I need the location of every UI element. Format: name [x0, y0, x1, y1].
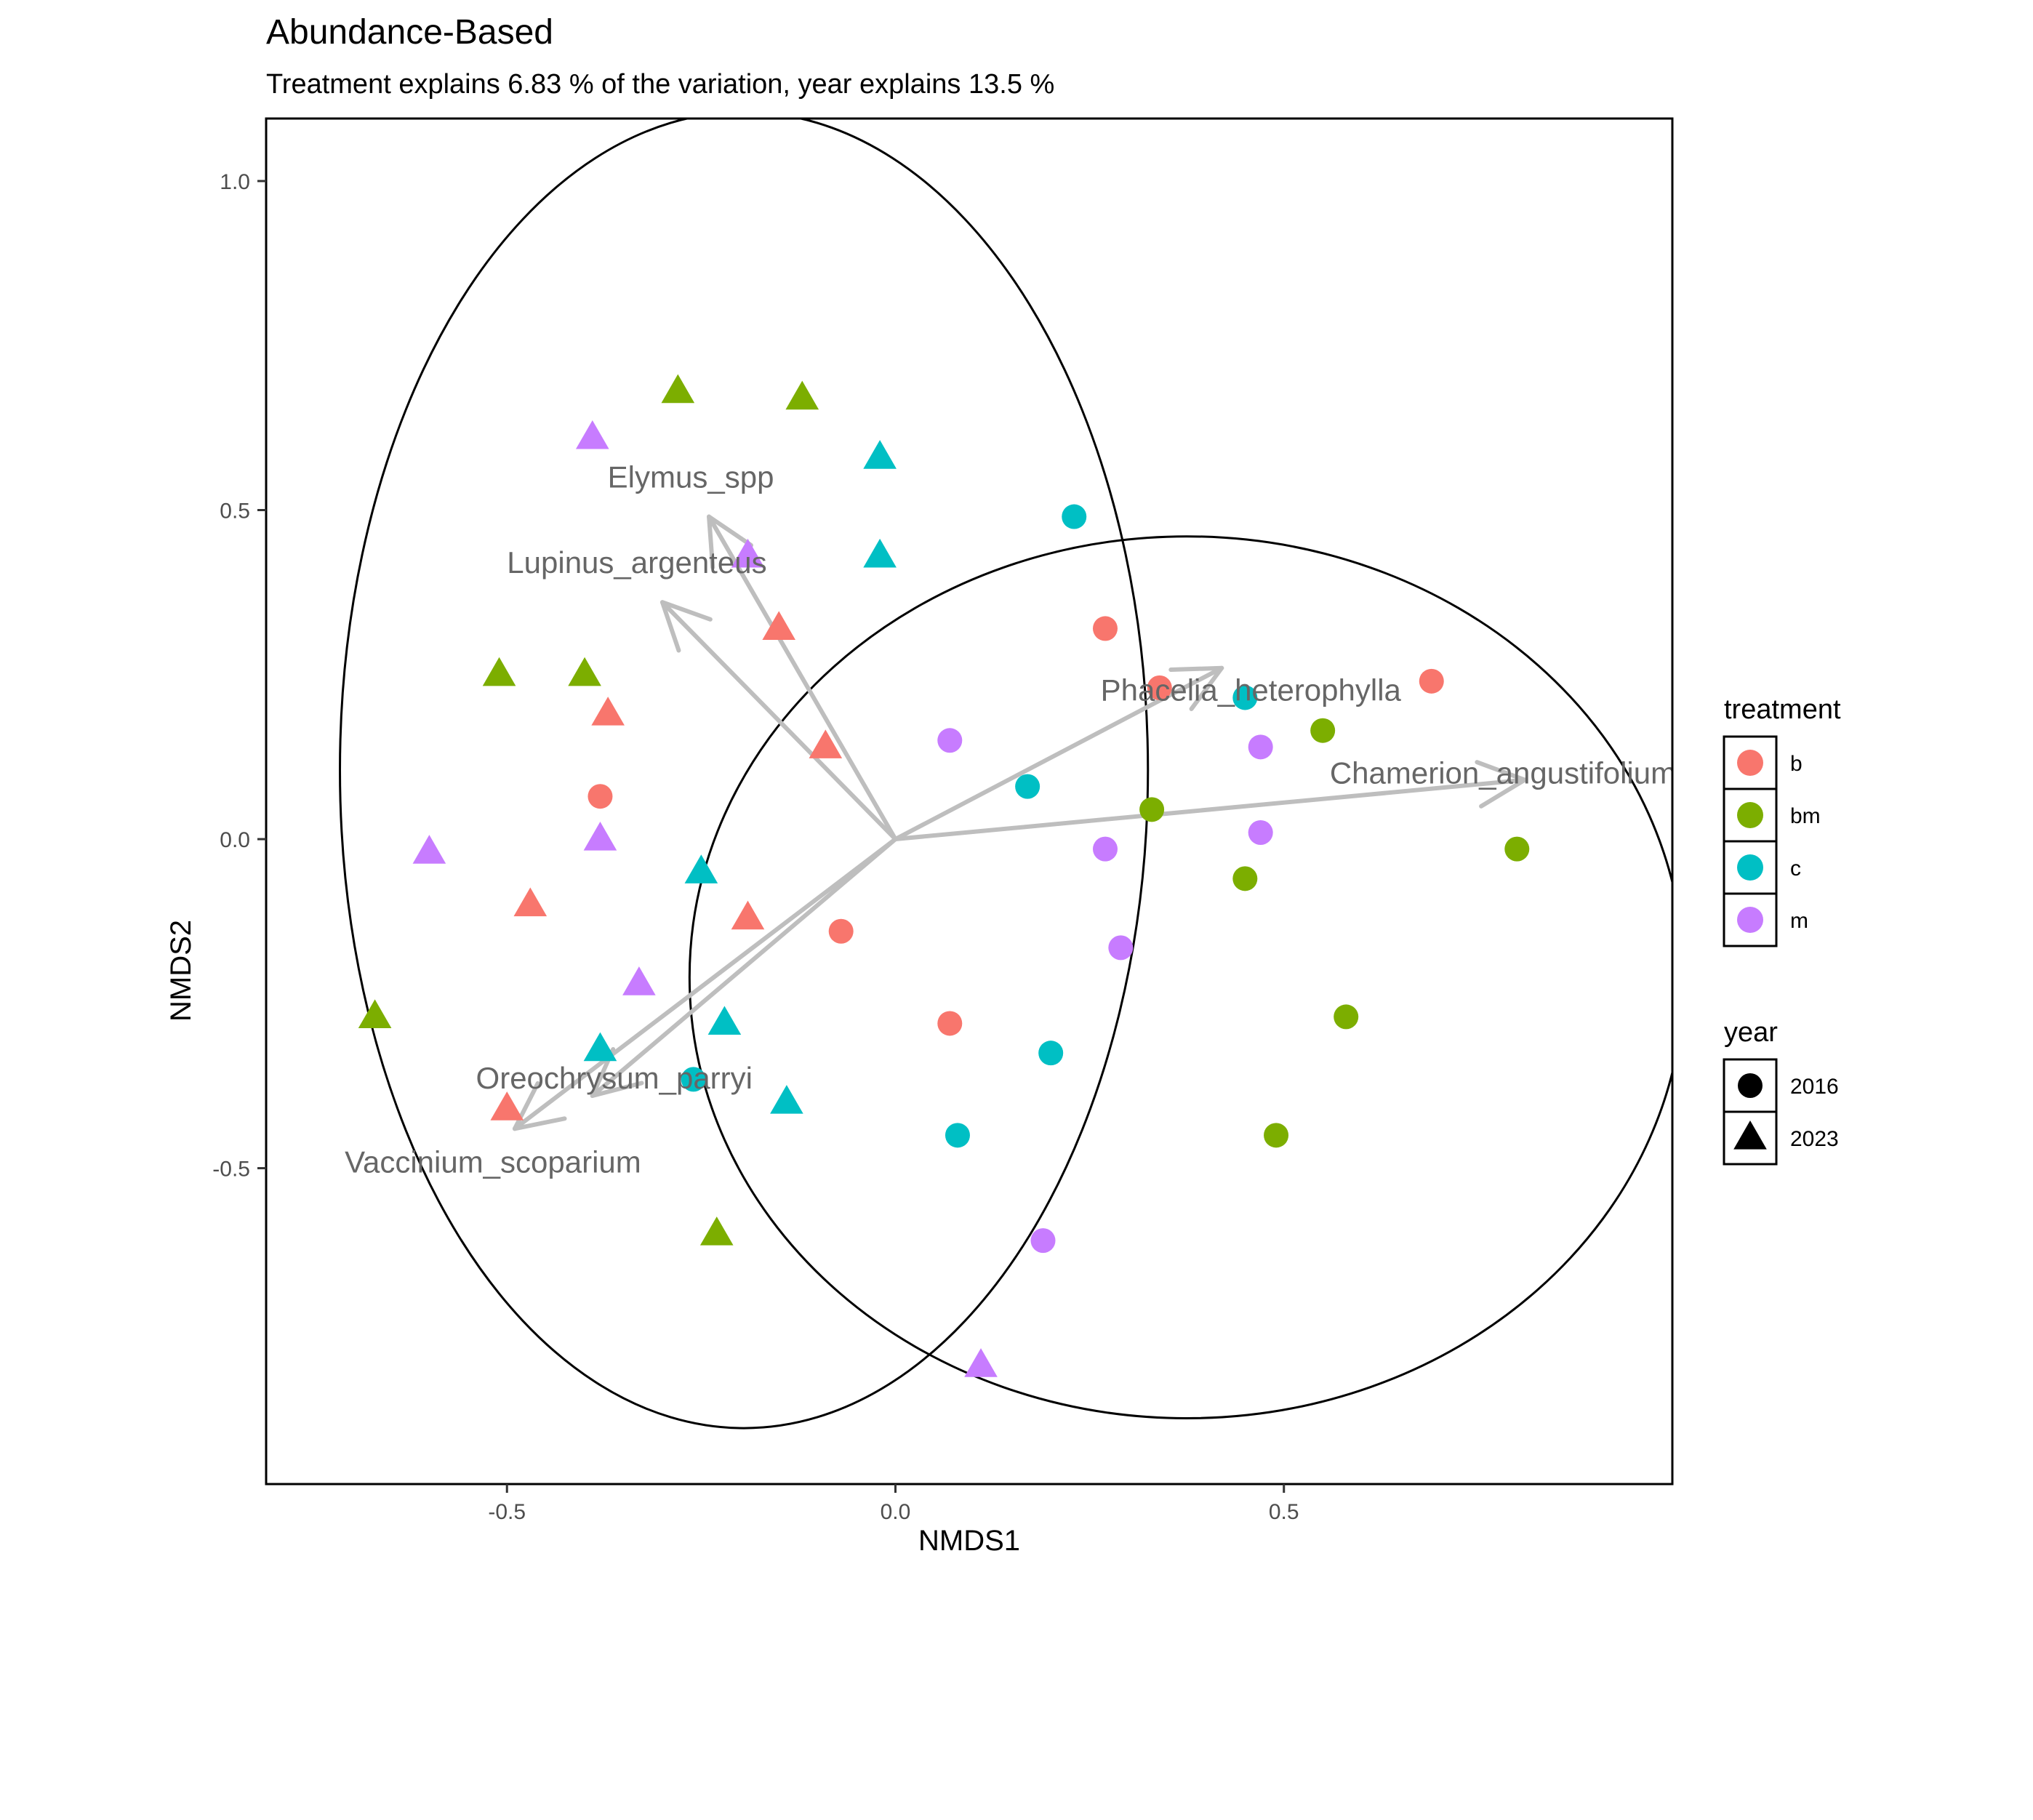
point-m-2016: [1030, 1228, 1056, 1254]
point-c-2016: [1015, 774, 1040, 799]
point-c-2016: [1232, 685, 1258, 710]
x-tick-label: 0.0: [881, 1500, 911, 1524]
point-b-2016: [1419, 668, 1444, 694]
legend-circle-icon: [1738, 1073, 1763, 1098]
point-layer: [358, 374, 1530, 1377]
legend-swatch-bm: [1737, 802, 1763, 828]
point-bm-2016: [1264, 1123, 1289, 1148]
legend-treatment: treatment b bm c m: [1723, 694, 1841, 947]
point-c-2016: [945, 1123, 970, 1148]
vector-label: Elymus_spp: [608, 460, 774, 494]
point-m-2023: [583, 822, 617, 851]
legend-triangle-icon: [1733, 1121, 1767, 1150]
legend-swatch-m: [1737, 907, 1763, 933]
point-b-2023: [513, 887, 548, 917]
point-b-2016: [588, 784, 613, 809]
legend-treatment-title: treatment: [1724, 694, 1841, 725]
point-m-2023: [731, 538, 765, 568]
vector-label: Chamerion_angustifolium: [1330, 756, 1676, 790]
vector-arrow: [659, 600, 898, 842]
panel-border: [265, 117, 1674, 1486]
y-tick-label: 0.5: [220, 500, 250, 524]
chart-title: Abundance-Based: [266, 13, 553, 52]
vector-label: Oreochrysum_parryi: [476, 1061, 753, 1095]
legend-label-c: c: [1790, 857, 1801, 881]
legend-label-2016: 2016: [1790, 1075, 1839, 1099]
vector-arrow: [512, 837, 898, 1131]
point-m-2023: [412, 835, 446, 864]
point-bm-2023: [358, 999, 392, 1029]
legend-label-m: m: [1790, 909, 1808, 933]
point-c-2023: [583, 1032, 617, 1062]
legend-label-bm: bm: [1790, 804, 1821, 828]
point-b-2016: [1147, 675, 1172, 700]
ellipse-year-2016: [689, 535, 1672, 1419]
legend-year-title: year: [1724, 1017, 1778, 1048]
vector-label-layer: Elymus_spp Lupinus_argenteus Phacelia_hete…: [345, 460, 1676, 1179]
vector-label: Phacelia_heterophylla: [1101, 673, 1402, 707]
point-bm-2016: [1139, 797, 1165, 822]
chart-subtitle: Treatment explains 6.83 % of the variati…: [266, 69, 1054, 100]
point-bm-2023: [568, 657, 601, 686]
y-tick-label: 0.0: [220, 828, 250, 852]
point-bm-2023: [482, 657, 516, 686]
point-c-2023: [770, 1085, 803, 1114]
point-c-2023: [707, 1006, 742, 1035]
x-tick-label: -0.5: [488, 1500, 526, 1524]
point-bm-2023: [699, 1216, 734, 1246]
y-tick-label: -0.5: [212, 1158, 250, 1182]
x-tick-label: 0.5: [1269, 1500, 1299, 1524]
point-m-2016: [1248, 819, 1273, 845]
plot-area: Elymus_spp Lupinus_argenteus Phacelia_hete…: [339, 119, 1676, 1430]
legend-swatch-b: [1737, 750, 1763, 776]
point-m-2016: [1248, 734, 1273, 760]
point-b-2016: [937, 1011, 963, 1036]
point-b-2023: [490, 1091, 524, 1121]
point-bm-2016: [1232, 866, 1258, 891]
point-m-2016: [1092, 836, 1118, 862]
point-bm-2023: [785, 380, 819, 410]
point-m-2023: [964, 1348, 998, 1377]
point-c-2023: [863, 440, 897, 469]
ellipse-year-2023: [339, 119, 1150, 1430]
vector-layer: [512, 514, 1527, 1131]
point-b-2023: [731, 900, 765, 930]
point-bm-2016: [1334, 1004, 1359, 1030]
point-b-2023: [591, 697, 625, 726]
point-c-2023: [684, 854, 718, 883]
axis-layer: -0.5 0.0 0.5 -0.5 0.0 0.5 1.0: [212, 170, 1299, 1524]
y-tick-label: 1.0: [220, 170, 250, 194]
y-axis-title: NMDS2: [165, 920, 197, 1022]
legend-swatch-c: [1737, 854, 1763, 881]
point-c-2016: [1038, 1041, 1064, 1066]
legend-label-2023: 2023: [1790, 1127, 1839, 1151]
ellipse-layer: [339, 119, 1672, 1430]
vector-label: Vaccinium_scoparium: [345, 1144, 641, 1179]
point-c-2016: [681, 1067, 706, 1092]
point-bm-2016: [1310, 718, 1336, 743]
point-b-2023: [809, 729, 843, 758]
point-m-2016: [937, 728, 963, 753]
point-m-2023: [622, 966, 656, 995]
point-bm-2016: [1504, 836, 1530, 862]
point-m-2016: [1108, 935, 1134, 961]
point-bm-2023: [661, 374, 695, 404]
x-axis-title: NMDS1: [918, 1525, 1020, 1557]
point-m-2023: [575, 420, 609, 449]
point-c-2016: [1062, 504, 1087, 529]
point-b-2023: [762, 611, 796, 641]
vector-arrow: [707, 514, 898, 842]
vector-label: Lupinus_argenteus: [507, 545, 766, 580]
point-c-2023: [863, 538, 897, 568]
legend-label-b: b: [1790, 752, 1803, 776]
legend-year: year 2016 2023: [1723, 1017, 1839, 1166]
vector-arrow: [893, 760, 1527, 842]
point-b-2016: [1092, 616, 1118, 641]
point-b-2016: [828, 918, 854, 944]
vector-arrow: [590, 837, 898, 1099]
